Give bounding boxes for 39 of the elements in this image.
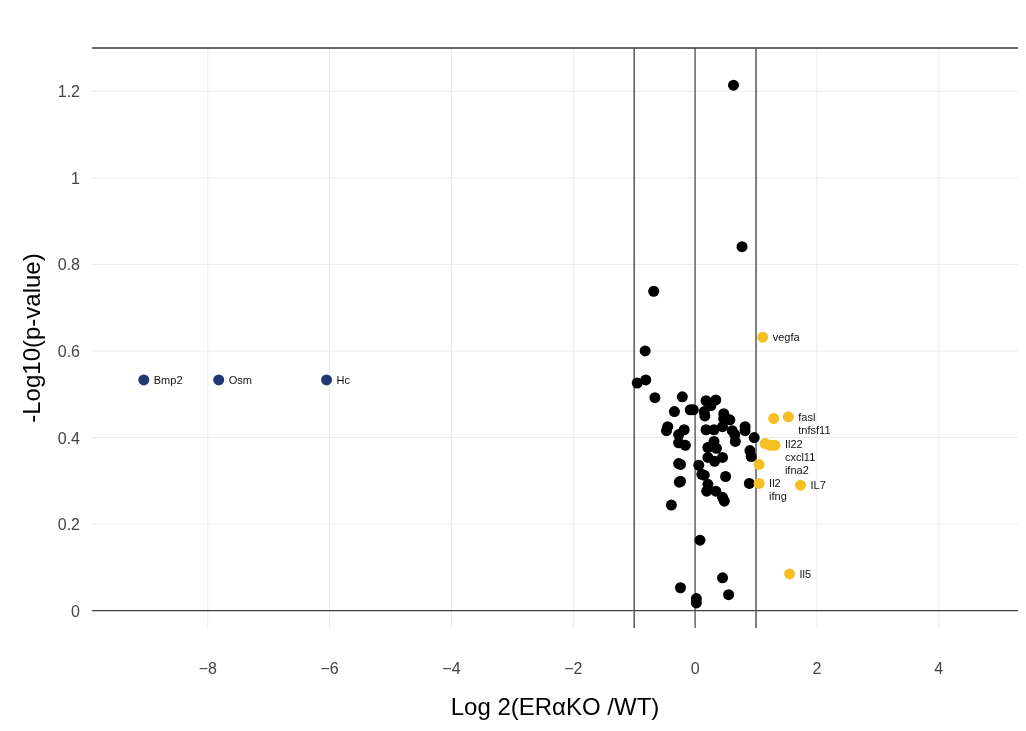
point — [782, 411, 794, 423]
point — [757, 331, 769, 343]
y-tick-label: 0 — [71, 602, 81, 620]
y-tick-label: 1 — [71, 169, 81, 187]
x-tick-label: 0 — [690, 660, 700, 677]
x-tick-label: −6 — [320, 660, 339, 677]
x-axis-title: Log 2(ERαKO /WT) — [450, 693, 660, 720]
annotation: cxcl11 — [784, 450, 816, 463]
y-axis-title: -Log10(p-value) — [18, 253, 45, 423]
annotation: Hc — [336, 373, 351, 386]
annotation: ifng — [769, 489, 787, 502]
annotation: Il2 — [769, 476, 781, 489]
annotation: tnfsf11 — [798, 423, 831, 436]
y-tick-label: 0.4 — [57, 429, 81, 447]
x-tick-label: −2 — [564, 660, 583, 677]
x-tick-label: 4 — [934, 660, 944, 677]
point — [753, 458, 765, 470]
x-tick-label: −4 — [442, 660, 461, 677]
annotation: vegfa — [772, 331, 801, 344]
annotation: ifna2 — [784, 463, 809, 476]
annotation: Il5 — [799, 567, 812, 580]
point — [784, 568, 796, 580]
annotation: Il22 — [784, 437, 803, 450]
annotation: fasl — [798, 410, 816, 423]
y-tick-label: 1.2 — [57, 83, 81, 101]
x-tick-label: −8 — [198, 660, 217, 677]
point — [321, 374, 333, 386]
annotation: Bmp2 — [153, 373, 183, 386]
x-tick-label: 2 — [812, 660, 822, 677]
annotation: IL7 — [810, 479, 826, 492]
point — [213, 374, 225, 386]
y-tick-label: 0.6 — [57, 342, 81, 360]
point — [138, 374, 150, 386]
point — [795, 479, 807, 491]
y-tick-label: 0.8 — [57, 256, 81, 274]
point — [768, 413, 780, 425]
point — [753, 477, 765, 489]
annotation: Osm — [228, 373, 252, 386]
y-tick-label: 0.2 — [57, 516, 81, 534]
